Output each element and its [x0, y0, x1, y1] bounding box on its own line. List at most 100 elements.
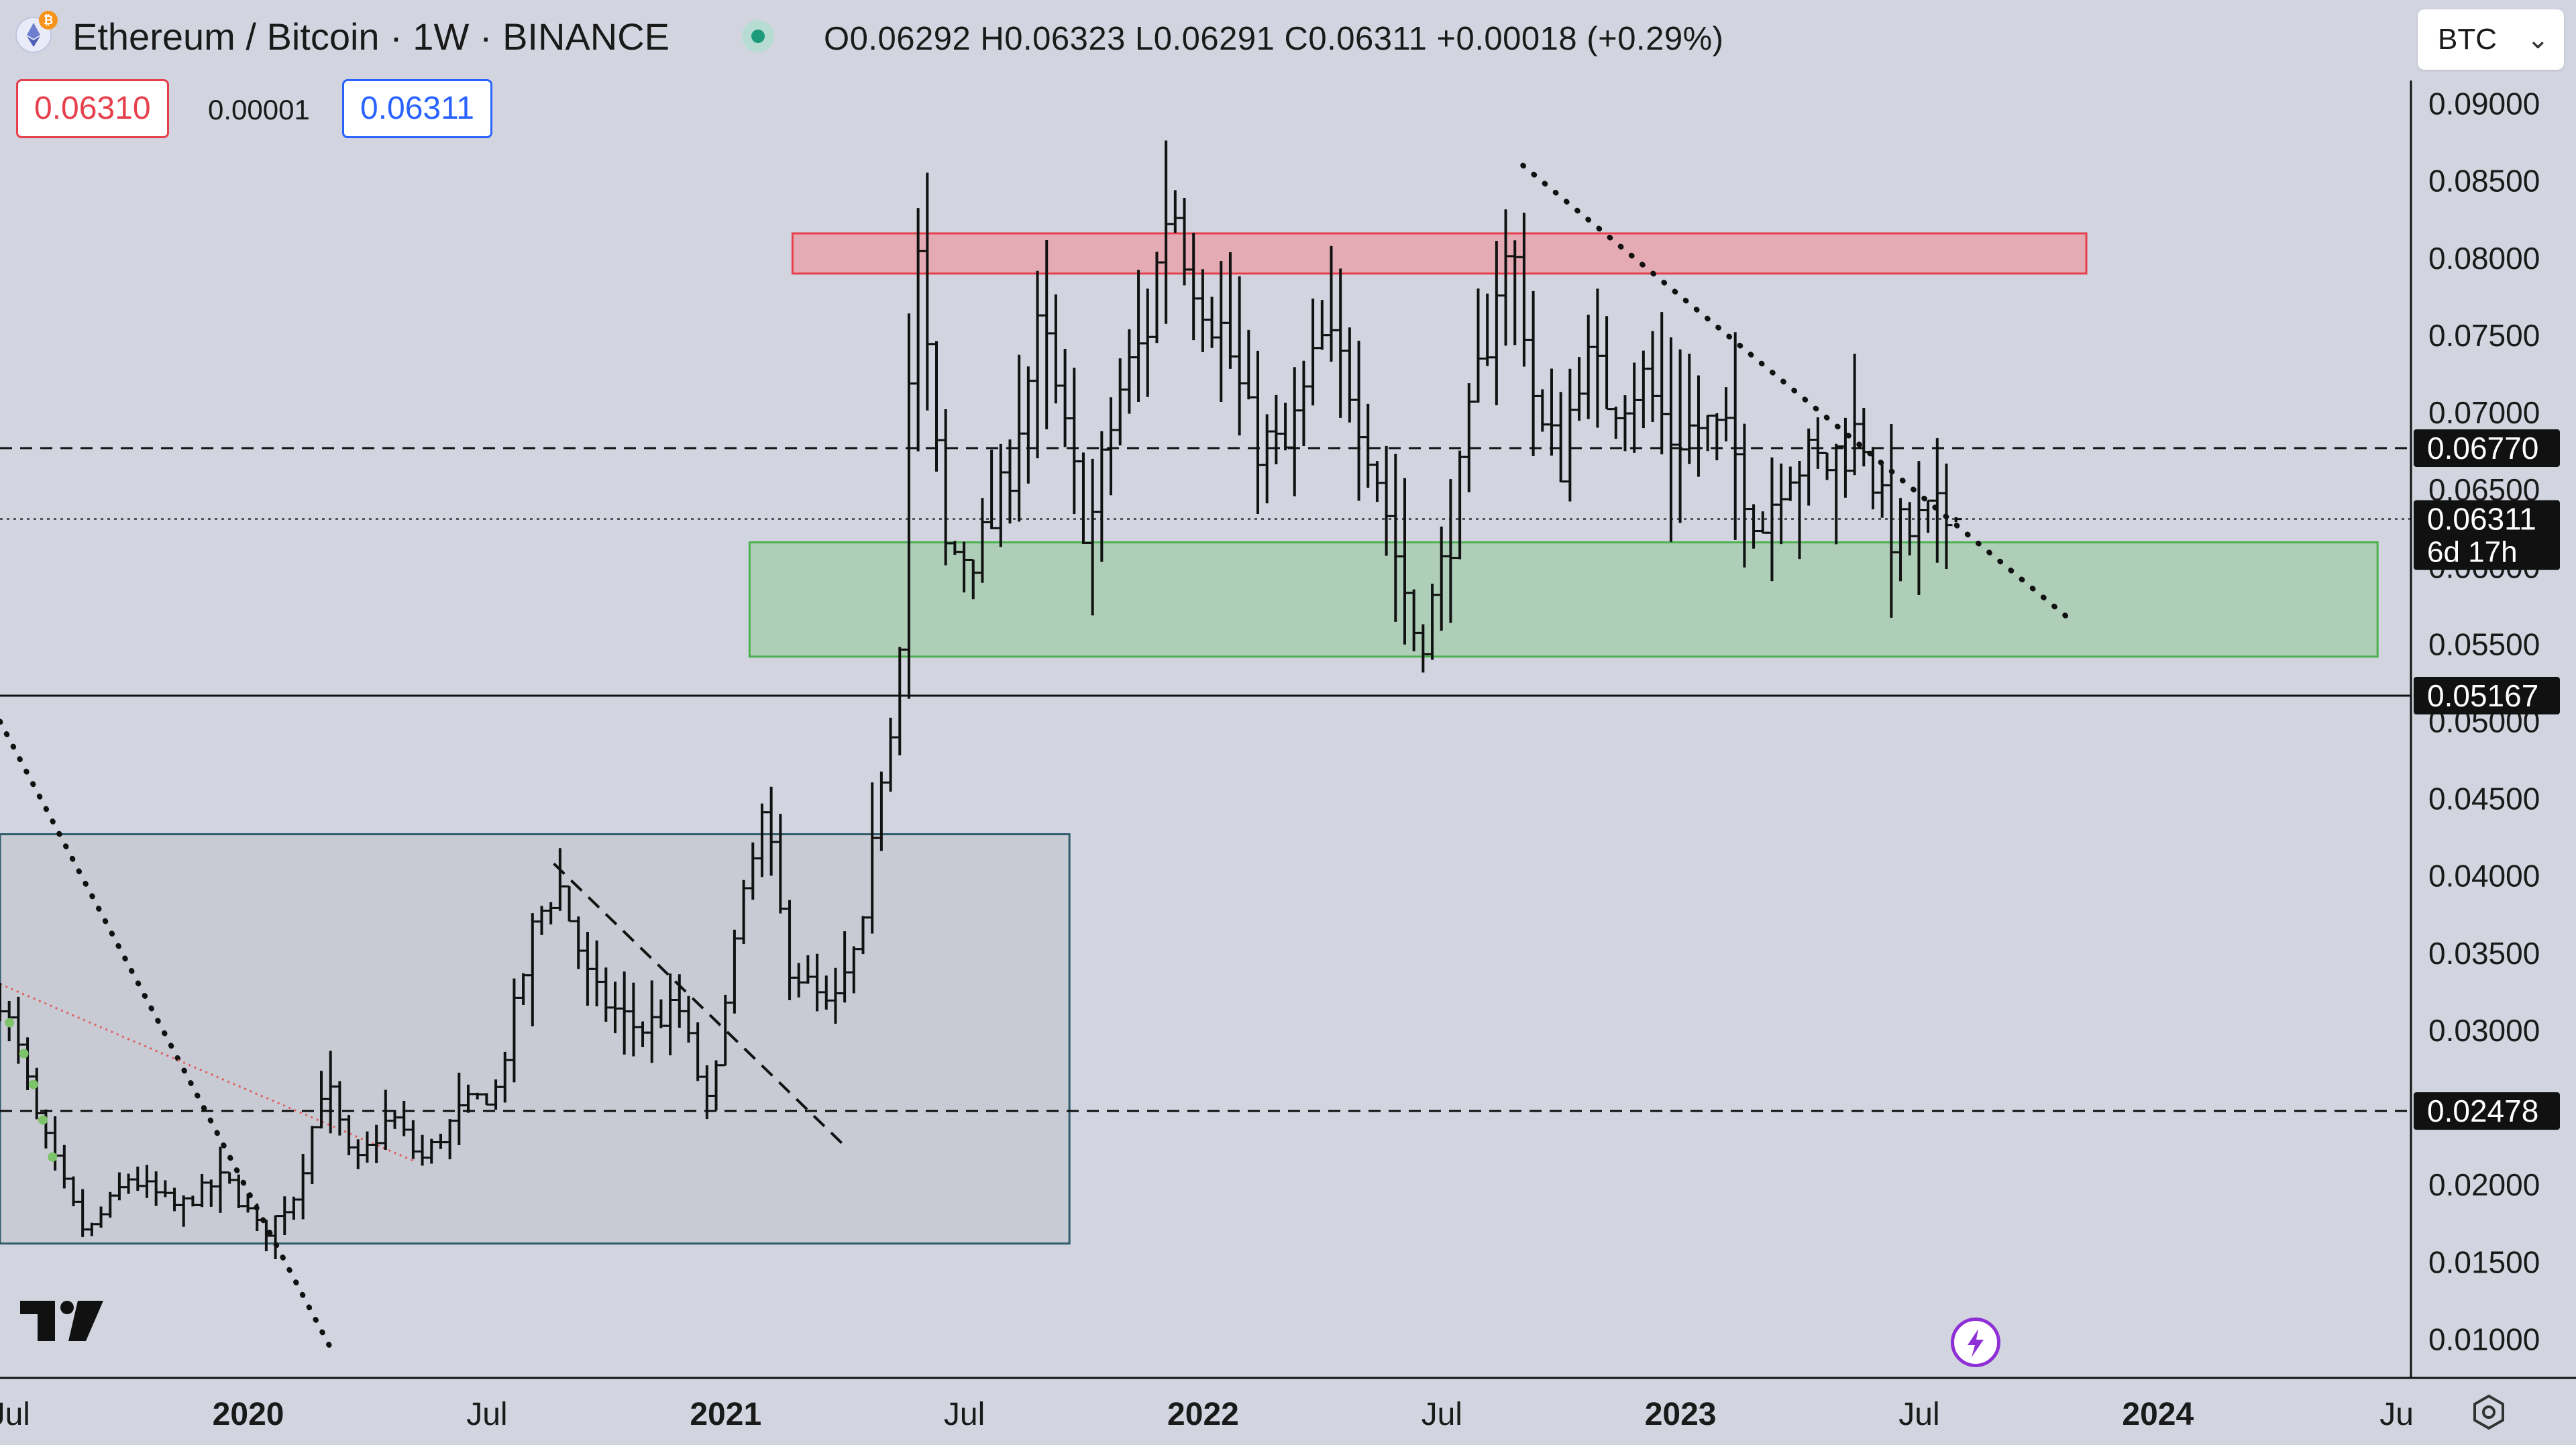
svg-text:0.02478: 0.02478 — [2427, 1093, 2538, 1128]
ohlc-bar — [1049, 294, 1062, 404]
y-tick-label: 0.02000 — [2428, 1167, 2540, 1202]
sell-price-button[interactable]: 0.06310 — [16, 79, 169, 138]
ohlc-bar — [1022, 366, 1034, 484]
chevron-down-icon: ⌄ — [2526, 25, 2549, 54]
ohlc-bar — [1527, 290, 1540, 456]
ohlc-bar — [1307, 299, 1320, 406]
ohlc-bar — [1031, 270, 1044, 459]
ohlc-bar — [1013, 354, 1026, 522]
ohlc-bar — [1380, 445, 1393, 556]
ohlc-bar — [1215, 261, 1228, 402]
trendline-descending-dotted-2022 — [1520, 162, 2075, 624]
ohlc-bar — [1692, 375, 1705, 477]
ohlc-bar — [1656, 312, 1668, 455]
x-tick-label: 2023 — [1645, 1397, 1717, 1432]
x-tick-label: 2024 — [2122, 1397, 2194, 1432]
ohlc-bar — [884, 717, 897, 792]
y-tick-label: 0.04000 — [2428, 859, 2540, 894]
x-tick-label: 2021 — [690, 1397, 761, 1432]
svg-text:0.06770: 0.06770 — [2427, 431, 2538, 466]
ohlc-bar — [1848, 354, 1861, 476]
ohlc-bar — [1472, 288, 1485, 403]
ohlc-bar — [921, 172, 934, 411]
ohlc-bar — [1141, 288, 1154, 397]
trendline-descending-dashed-2020 — [553, 862, 847, 1148]
signal-marker — [48, 1152, 58, 1162]
ohlc-bar — [1628, 362, 1641, 453]
y-tick-label: 0.09000 — [2428, 87, 2540, 121]
ohlc-bar — [1252, 350, 1265, 514]
x-tick-label: 2020 — [213, 1397, 284, 1432]
price-label-0.02478: 0.02478 — [2414, 1092, 2560, 1130]
svg-text:0.06311: 0.06311 — [2427, 502, 2536, 537]
zone-resistance — [791, 232, 2088, 275]
market-open-indicator — [742, 20, 774, 52]
ohlc-bar — [1371, 461, 1383, 502]
settings-gear-icon[interactable] — [2469, 1392, 2509, 1432]
ohlc-bar — [1876, 464, 1888, 518]
symbol-title[interactable]: Ethereum / Bitcoin · 1W · BINANCE — [72, 15, 670, 58]
ohlc-bar — [1114, 358, 1126, 445]
buy-price-button[interactable]: 0.06311 — [342, 79, 492, 138]
ohlc-bar — [1858, 408, 1870, 467]
ohlc-bar — [1004, 439, 1016, 524]
ohlc-bar — [994, 443, 1007, 547]
lightning-icon[interactable] — [1951, 1318, 2000, 1367]
tradingview-logo-icon[interactable] — [20, 1298, 107, 1345]
y-tick-label: 0.03500 — [2428, 936, 2540, 971]
ohlc-bar — [1260, 414, 1273, 504]
ohlc-bar — [1573, 357, 1586, 421]
y-tick-label: 0.08500 — [2428, 164, 2540, 199]
ohlc-bar — [1462, 383, 1475, 492]
ohlc-bar — [1775, 464, 1788, 545]
x-tick-label: Jul — [1421, 1397, 1462, 1432]
y-tick-label: 0.04500 — [2428, 782, 2540, 816]
ohlc-bar — [1866, 447, 1879, 510]
ohlc-bar — [1242, 329, 1255, 400]
ohlc-bar — [1068, 368, 1081, 515]
ethereum-bitcoin-icon: ₿ — [15, 11, 58, 53]
signal-marker — [19, 1049, 29, 1059]
ohlc-bar — [1637, 350, 1650, 429]
currency-select-value: BTC — [2438, 23, 2497, 56]
signal-marker — [38, 1115, 48, 1125]
x-tick-label: Ju — [2379, 1397, 2414, 1432]
ohlc-bar-current — [1954, 517, 1962, 523]
signal-marker — [5, 1018, 15, 1028]
ohlc-bar — [1123, 329, 1136, 414]
y-tick-label: 0.07500 — [2428, 318, 2540, 353]
svg-text:0.05167: 0.05167 — [2427, 678, 2538, 713]
ohlc-bar — [1160, 140, 1173, 324]
ohlc-bar — [1756, 511, 1769, 534]
spread-value: 0.00001 — [208, 94, 310, 125]
ohlc-bar — [1674, 349, 1686, 523]
ohlc-bar — [985, 449, 998, 529]
ohlc-bar — [1362, 403, 1375, 488]
ohlc-bar — [1811, 417, 1824, 469]
ohlc-bar — [1343, 327, 1356, 423]
ohlc-bar — [1830, 443, 1843, 545]
ohlc-bar — [1499, 209, 1512, 346]
ohlc-bar — [1196, 269, 1209, 352]
currency-select[interactable]: BTC ⌄ — [2418, 9, 2564, 70]
ohlc-bar — [1169, 190, 1181, 233]
ohlc-bar — [1839, 417, 1851, 498]
ohlc-bar — [930, 341, 943, 472]
ohlc-bar — [1582, 315, 1595, 419]
ohlc-bar — [1940, 464, 1953, 569]
ohlc-bar — [1619, 395, 1631, 451]
ohlc-bar — [1601, 316, 1613, 411]
ohlc-bar — [1646, 331, 1659, 423]
ohlc-bar — [1132, 270, 1145, 403]
ohlc-bar — [1784, 466, 1796, 501]
y-tick-label: 0.05500 — [2428, 627, 2540, 661]
y-tick-label: 0.03000 — [2428, 1013, 2540, 1048]
price-label-0.05167: 0.05167 — [2414, 677, 2560, 715]
y-tick-label: 0.07000 — [2428, 395, 2540, 430]
ohlc-bar — [1729, 332, 1741, 540]
ohlc-bar — [1821, 451, 1833, 480]
signal-marker — [28, 1079, 38, 1089]
